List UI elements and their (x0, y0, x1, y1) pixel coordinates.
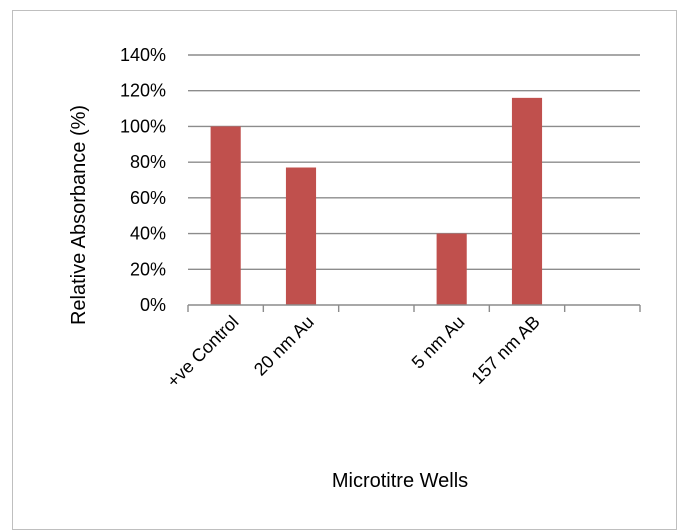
y-tick-label: 40% (130, 224, 166, 244)
y-tick-label: 60% (130, 188, 166, 208)
y-tick-label: 0% (140, 295, 166, 315)
chart-frame (12, 10, 677, 530)
bar (511, 97, 543, 305)
gridlines (188, 54, 640, 270)
y-tick-label: 100% (120, 116, 166, 136)
x-axis (187, 304, 641, 312)
x-axis-title: Microtitre Wells (332, 470, 468, 492)
y-axis-tick-labels: 0% 20% 40% 60% 80% 100% 120% 140% (120, 45, 166, 315)
bar (436, 233, 467, 305)
bar (285, 167, 317, 305)
y-tick-label: 80% (130, 152, 166, 172)
y-tick-label: 140% (120, 45, 166, 65)
x-tick-label: 5 nm Au (408, 312, 469, 373)
y-axis-title: Relative Absorbance (%) (68, 105, 90, 325)
x-tick-label: +ve Control (163, 312, 243, 392)
x-tick-label: 157 nm AB (467, 312, 543, 388)
x-tick-label: 20 nm Au (250, 312, 318, 380)
bar (210, 126, 241, 305)
bars (210, 97, 543, 305)
y-tick-label: 120% (120, 81, 166, 101)
y-tick-label: 20% (130, 259, 166, 279)
